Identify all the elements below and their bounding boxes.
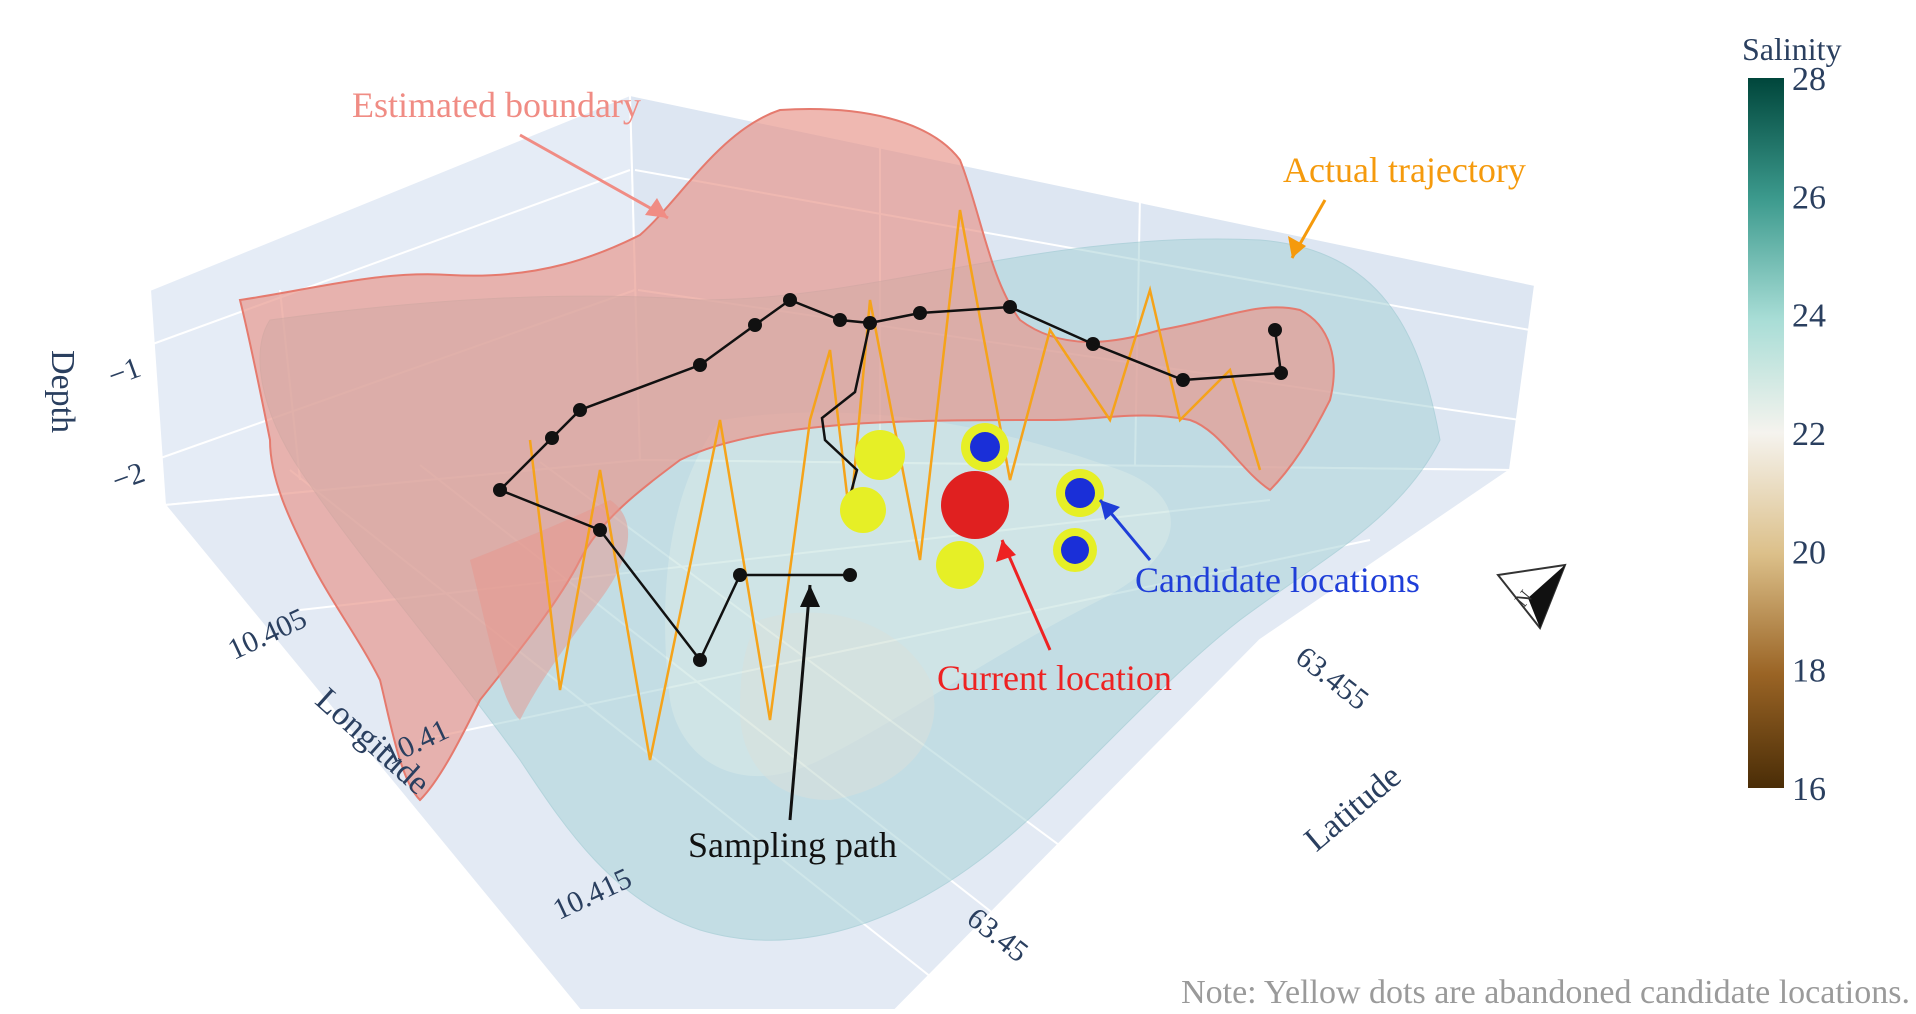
sampling-path-label: Sampling path [688,825,897,865]
sampling-point [748,318,762,332]
abandoned-candidates [840,430,984,589]
water-surface-shade [740,612,935,800]
estimated-boundary-label: Estimated boundary [352,85,641,125]
sampling-point [833,313,847,327]
sampling-point [733,568,747,582]
colorbar-tick-label: 22 [1792,416,1826,453]
abandoned-candidate-dot [936,541,984,589]
sampling-arrowhead [800,585,820,607]
sampling-point [693,358,707,372]
sampling-point [545,431,559,445]
boundary-tongue [470,500,629,720]
colorbar-tick-label: 26 [1792,179,1826,216]
colorbar-tick-label: 20 [1792,534,1826,571]
current-arrowhead [996,540,1016,562]
colorbar [1748,78,1784,788]
depth-axis-title: Depth [44,350,81,433]
sampling-point [843,568,857,582]
candidate-dot [970,432,1000,462]
depth-tick: −1 [104,351,145,393]
latitude-tick: 63.455 [1289,640,1374,717]
actual-trajectory-line [528,209,1262,761]
note-text: Note: Yellow dots are abandoned candidat… [1181,974,1910,1011]
sampling-path-group [493,293,877,667]
trajectory-arrowhead [1288,236,1306,258]
abandoned-candidate-dot [840,487,886,533]
candidate-dot [1061,536,1089,564]
estimated-boundary-surface [238,108,1335,802]
current-location-dot [941,471,1009,539]
annotation-arrows [519,133,1327,821]
candidate-locations-label: Candidate locations [1135,560,1420,600]
boundary-arrow [519,133,669,220]
colorbar-tick-label: 18 [1792,653,1826,690]
candidate-dot [1065,478,1095,508]
colorbar-tick-label: 16 [1792,771,1826,808]
latitude-axis-title: Latitude [1298,758,1409,859]
colorbar-tick-label: 28 [1792,61,1826,98]
boundary-arrowhead [645,198,668,218]
current-location-label: Current location [937,658,1172,698]
colorbar-ticks: 16 18 20 22 24 26 28 [1792,61,1826,808]
grid-line [149,169,631,346]
colorbar-title: Salinity [1742,31,1842,67]
abandoned-candidate-dot [855,430,905,480]
sampling-point [693,653,707,667]
candidate-arrowhead [1100,500,1120,520]
candidate-locations [961,423,1104,572]
sampling-point [593,523,607,537]
sampling-point [493,483,507,497]
actual-trajectory-label: Actual trajectory [1283,150,1526,190]
sampling-point [783,293,797,307]
sampling-arrow [788,584,812,821]
colorbar-tick-label: 24 [1792,298,1826,335]
water-surface-deep [665,412,1171,777]
sampling-path-upper [869,305,1283,382]
sampling-point [573,403,587,417]
north-arrow-icon: N [1496,563,1567,630]
current-arrow [1000,539,1052,651]
depth-tick: −2 [108,456,149,498]
